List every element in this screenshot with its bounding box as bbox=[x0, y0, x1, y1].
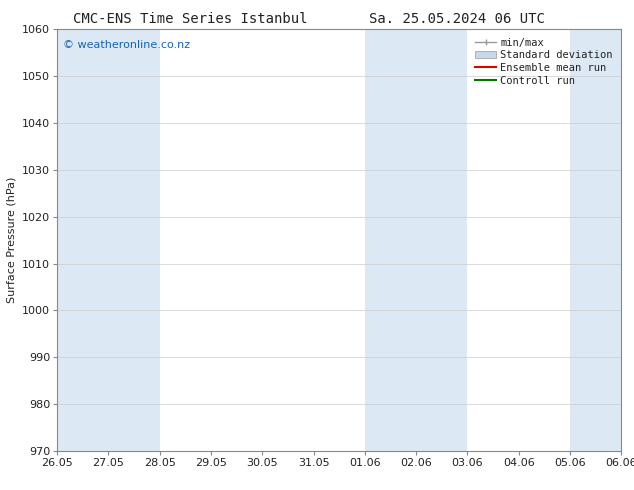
Text: CMC-ENS Time Series Istanbul: CMC-ENS Time Series Istanbul bbox=[73, 12, 307, 26]
Bar bbox=[57, 29, 108, 451]
Bar bbox=[570, 29, 621, 451]
Text: Sa. 25.05.2024 06 UTC: Sa. 25.05.2024 06 UTC bbox=[368, 12, 545, 26]
Y-axis label: Surface Pressure (hPa): Surface Pressure (hPa) bbox=[6, 177, 16, 303]
Legend: min/max, Standard deviation, Ensemble mean run, Controll run: min/max, Standard deviation, Ensemble me… bbox=[472, 35, 616, 89]
Bar bbox=[365, 29, 416, 451]
Bar bbox=[416, 29, 467, 451]
Text: © weatheronline.co.nz: © weatheronline.co.nz bbox=[63, 40, 190, 50]
Bar bbox=[108, 29, 160, 451]
